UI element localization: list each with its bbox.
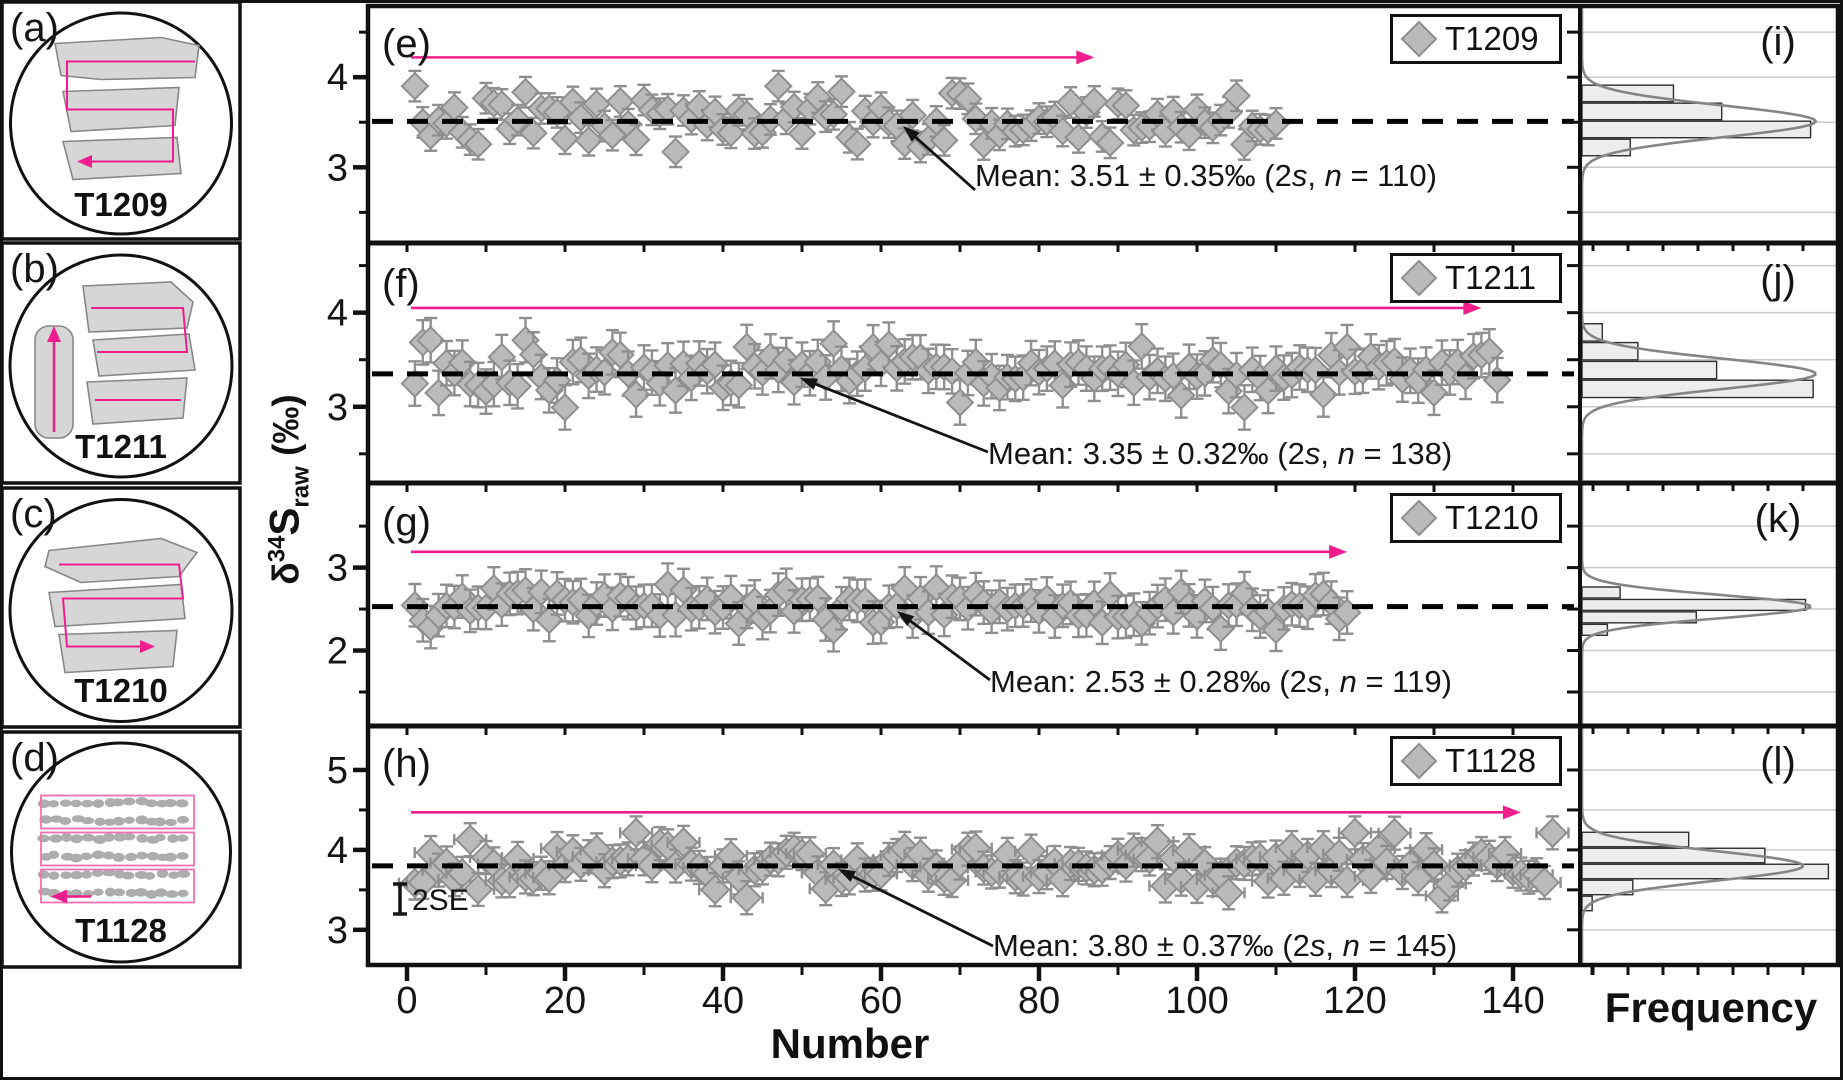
histogram-(k) (1580, 484, 1838, 724)
specimen-box-T1128 (0, 730, 242, 969)
hist-bar (1581, 360, 1718, 380)
histogram-(l) (1580, 727, 1838, 963)
panel-T1211: 34 (327, 243, 1838, 481)
panel-T1210: 23 (327, 483, 1838, 724)
hist-bar (1581, 102, 1723, 121)
mean-leader-arrows (800, 126, 994, 948)
x-tick-label: 60 (860, 980, 902, 1022)
panel-T1209: 34 (327, 7, 1838, 241)
y-tick-label: 4 (327, 57, 348, 99)
scatter-series-T1211 (400, 316, 1512, 431)
diamond-marker-icon (1400, 742, 1438, 780)
se-scale-glyph (393, 882, 407, 916)
x-tick-label: 100 (1165, 980, 1228, 1022)
histogram-(i) (1580, 7, 1838, 241)
scatter-series-T1210 (400, 562, 1362, 653)
diamond-marker-icon (1400, 259, 1438, 297)
legend-label: T1210 (1445, 499, 1539, 536)
hist-bar (1581, 598, 1807, 612)
grain-mount (37, 797, 191, 899)
legend-label: T1128 (1445, 742, 1537, 779)
specimen-box-T1210 (0, 486, 242, 729)
hist-bar (1581, 586, 1621, 599)
legend-t1128: T1128 (1390, 736, 1562, 786)
x-axis: 0 20 40 60 80 100 120 140 (396, 965, 1805, 1022)
y-axis-ticks: 34 (327, 30, 1580, 214)
y-tick-label: 4 (327, 830, 348, 872)
hist-bar (1581, 847, 1766, 864)
y-tick-label: 4 (327, 293, 348, 335)
x-tick-label: 40 (702, 980, 744, 1022)
y-tick-label: 5 (327, 750, 348, 792)
specimen-box-T1209 (0, 0, 242, 241)
y-tick-label: 3 (327, 548, 348, 590)
x-tick-label: 140 (1481, 980, 1544, 1022)
y-tick-label: 2 (327, 631, 348, 673)
hist-bar (1581, 341, 1639, 361)
hist-bar (1581, 831, 1690, 848)
y-tick-label: 3 (327, 910, 348, 952)
diamond-marker-icon (1400, 20, 1438, 58)
specimen-panels (0, 0, 242, 969)
x-tick-label: 0 (396, 980, 417, 1022)
specimen-box-T1211 (0, 241, 242, 485)
legend-label: T1211 (1445, 259, 1537, 296)
diamond-marker-icon (1400, 499, 1438, 537)
x-tick-label: 80 (1018, 980, 1060, 1022)
histogram-(j) (1580, 244, 1838, 481)
legend-t1210: T1210 (1390, 493, 1562, 543)
hist-bar (1581, 138, 1631, 157)
y-tick-label: 3 (327, 387, 348, 429)
x-tick-label: 20 (544, 980, 586, 1022)
legend-t1209: T1209 (1390, 14, 1562, 64)
legend-t1211: T1211 (1390, 253, 1562, 303)
x-tick-label: 120 (1323, 980, 1386, 1022)
hist-bar (1581, 120, 1812, 139)
panel-T1128: 3 4 5 (327, 726, 1838, 963)
legend-label: T1209 (1445, 20, 1539, 57)
y-tick-label: 3 (327, 147, 348, 189)
